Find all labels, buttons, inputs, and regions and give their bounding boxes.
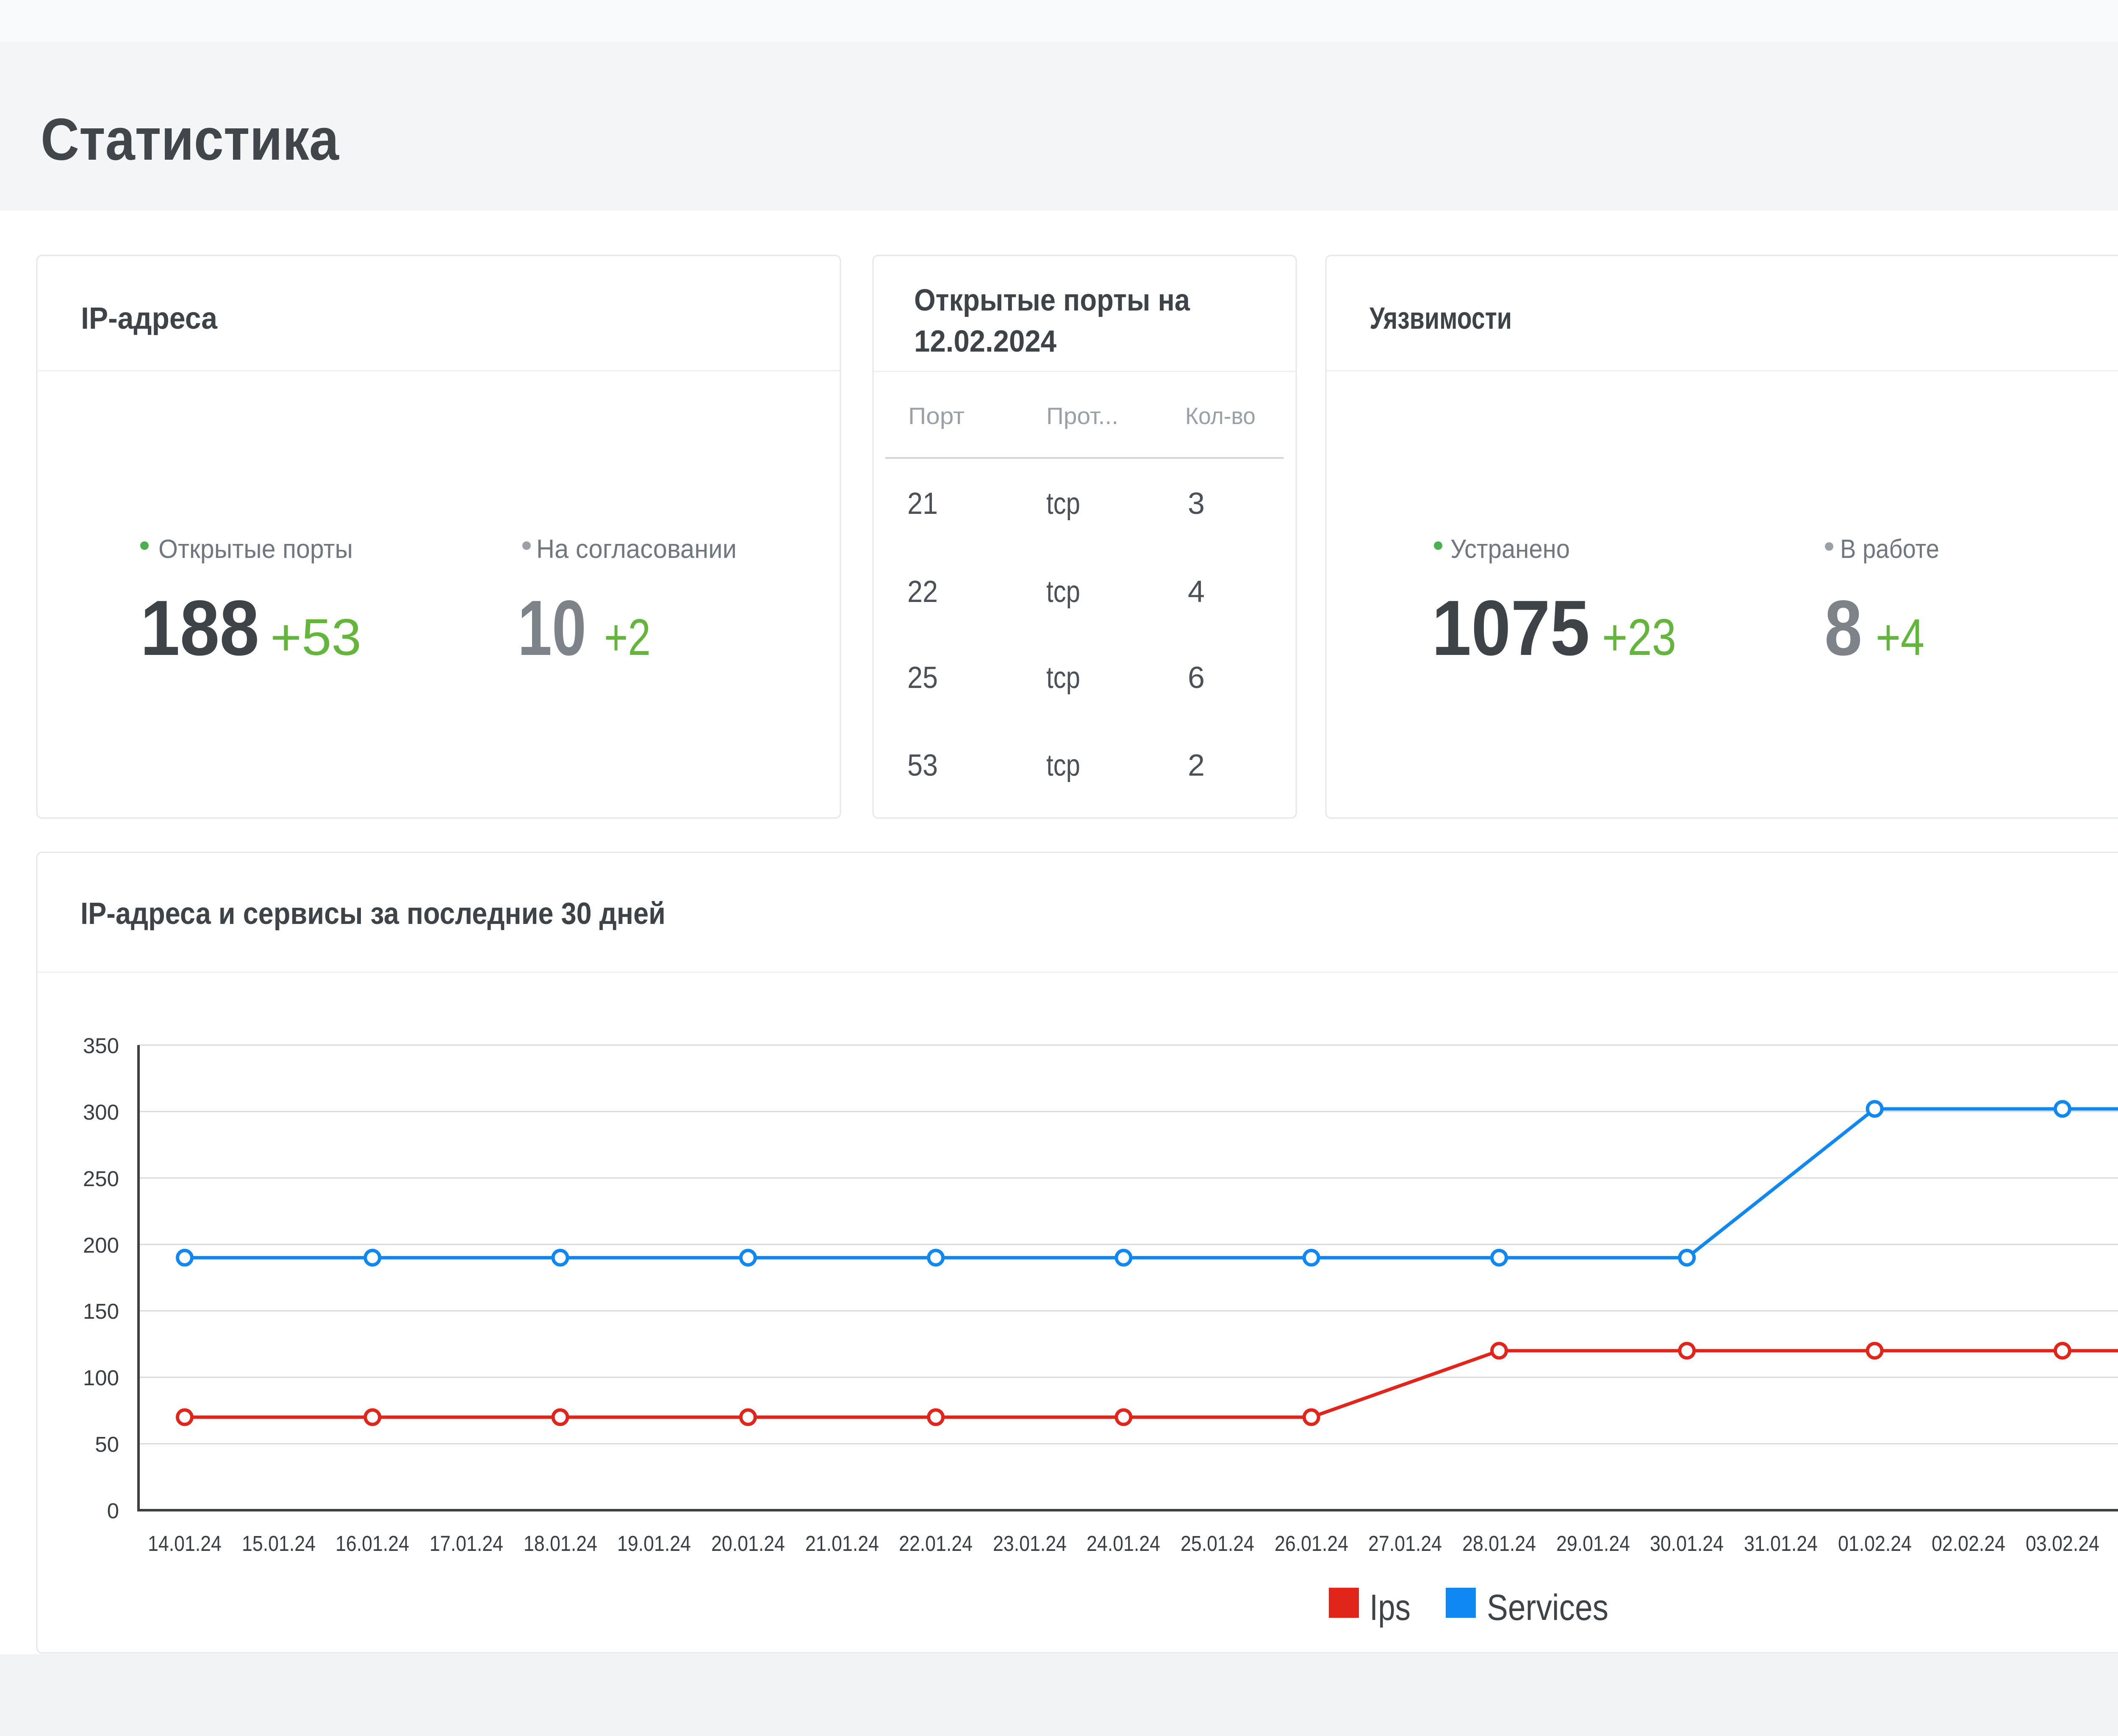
svg-text:16.01.24: 16.01.24 — [335, 1531, 409, 1556]
svg-text:200: 200 — [83, 1233, 119, 1257]
svg-text:10: 10 — [518, 585, 586, 672]
svg-text:50: 50 — [95, 1432, 119, 1456]
svg-text:22: 22 — [907, 575, 938, 609]
svg-text:IP-адреса: IP-адреса — [81, 302, 218, 336]
svg-text:Ips: Ips — [1369, 1587, 1411, 1628]
svg-text:22.01.24: 22.01.24 — [899, 1531, 973, 1556]
svg-text:4: 4 — [1188, 575, 1205, 609]
svg-text:В работе: В работе — [1840, 535, 1939, 564]
svg-text:На согласовании: На согласовании — [536, 535, 737, 564]
svg-text:300: 300 — [83, 1100, 119, 1124]
svg-text:03.02.24: 03.02.24 — [2026, 1531, 2099, 1556]
svg-text:Статистика: Статистика — [41, 106, 339, 172]
svg-text:1075: 1075 — [1432, 585, 1590, 672]
svg-text:31.01.24: 31.01.24 — [1744, 1531, 1818, 1556]
svg-text:53: 53 — [907, 749, 938, 782]
svg-text:24.01.24: 24.01.24 — [1087, 1531, 1160, 1556]
svg-text:Уязвимости: Уязвимости — [1369, 302, 1512, 336]
svg-text:tcp: tcp — [1046, 749, 1080, 782]
svg-text:+53: +53 — [270, 608, 361, 666]
svg-text:21: 21 — [907, 487, 938, 521]
svg-text:+2: +2 — [604, 608, 651, 666]
svg-text:0: 0 — [107, 1499, 119, 1523]
svg-text:Устранено: Устранено — [1450, 535, 1570, 564]
svg-text:25.01.24: 25.01.24 — [1181, 1531, 1254, 1556]
svg-text:tcp: tcp — [1046, 487, 1080, 521]
svg-text:Services: Services — [1487, 1587, 1608, 1628]
svg-text:12.02.2024: 12.02.2024 — [914, 324, 1056, 358]
svg-text:25: 25 — [907, 661, 938, 695]
svg-text:21.01.24: 21.01.24 — [805, 1531, 879, 1556]
svg-text:15.01.24: 15.01.24 — [242, 1531, 316, 1556]
svg-text:+23: +23 — [1602, 608, 1676, 666]
svg-text:14.01.24: 14.01.24 — [148, 1531, 222, 1556]
svg-text:23.01.24: 23.01.24 — [993, 1531, 1067, 1556]
svg-text:29.01.24: 29.01.24 — [1556, 1531, 1630, 1556]
svg-text:2: 2 — [1188, 749, 1205, 782]
svg-text:17.01.24: 17.01.24 — [430, 1531, 503, 1556]
svg-text:26.01.24: 26.01.24 — [1275, 1531, 1348, 1556]
svg-text:8: 8 — [1824, 585, 1862, 672]
svg-text:+4: +4 — [1876, 608, 1924, 666]
svg-text:30.01.24: 30.01.24 — [1650, 1531, 1724, 1556]
svg-text:tcp: tcp — [1046, 575, 1080, 609]
svg-text:Прот...: Прот... — [1046, 402, 1118, 429]
svg-text:Кол-во: Кол-во — [1185, 402, 1256, 429]
svg-text:18.01.24: 18.01.24 — [524, 1531, 597, 1556]
svg-text:250: 250 — [83, 1167, 119, 1191]
svg-text:IP-адреса и сервисы за последн: IP-адреса и сервисы за последние 30 дней — [80, 897, 665, 931]
svg-text:28.01.24: 28.01.24 — [1462, 1531, 1536, 1556]
svg-text:tcp: tcp — [1046, 661, 1080, 695]
svg-text:188: 188 — [140, 585, 259, 672]
svg-text:Открытые порты: Открытые порты — [158, 535, 353, 564]
svg-text:02.02.24: 02.02.24 — [1932, 1531, 2005, 1556]
svg-text:19.01.24: 19.01.24 — [617, 1531, 691, 1556]
svg-text:350: 350 — [83, 1034, 119, 1058]
svg-text:100: 100 — [83, 1366, 119, 1390]
svg-text:6: 6 — [1188, 661, 1205, 695]
svg-text:20.01.24: 20.01.24 — [711, 1531, 785, 1556]
svg-text:27.01.24: 27.01.24 — [1368, 1531, 1442, 1556]
svg-text:150: 150 — [83, 1299, 119, 1323]
svg-text:01.02.24: 01.02.24 — [1838, 1531, 1912, 1556]
svg-text:Открытые порты на: Открытые порты на — [914, 283, 1190, 317]
svg-text:Порт: Порт — [908, 402, 965, 429]
svg-text:3: 3 — [1188, 487, 1205, 521]
